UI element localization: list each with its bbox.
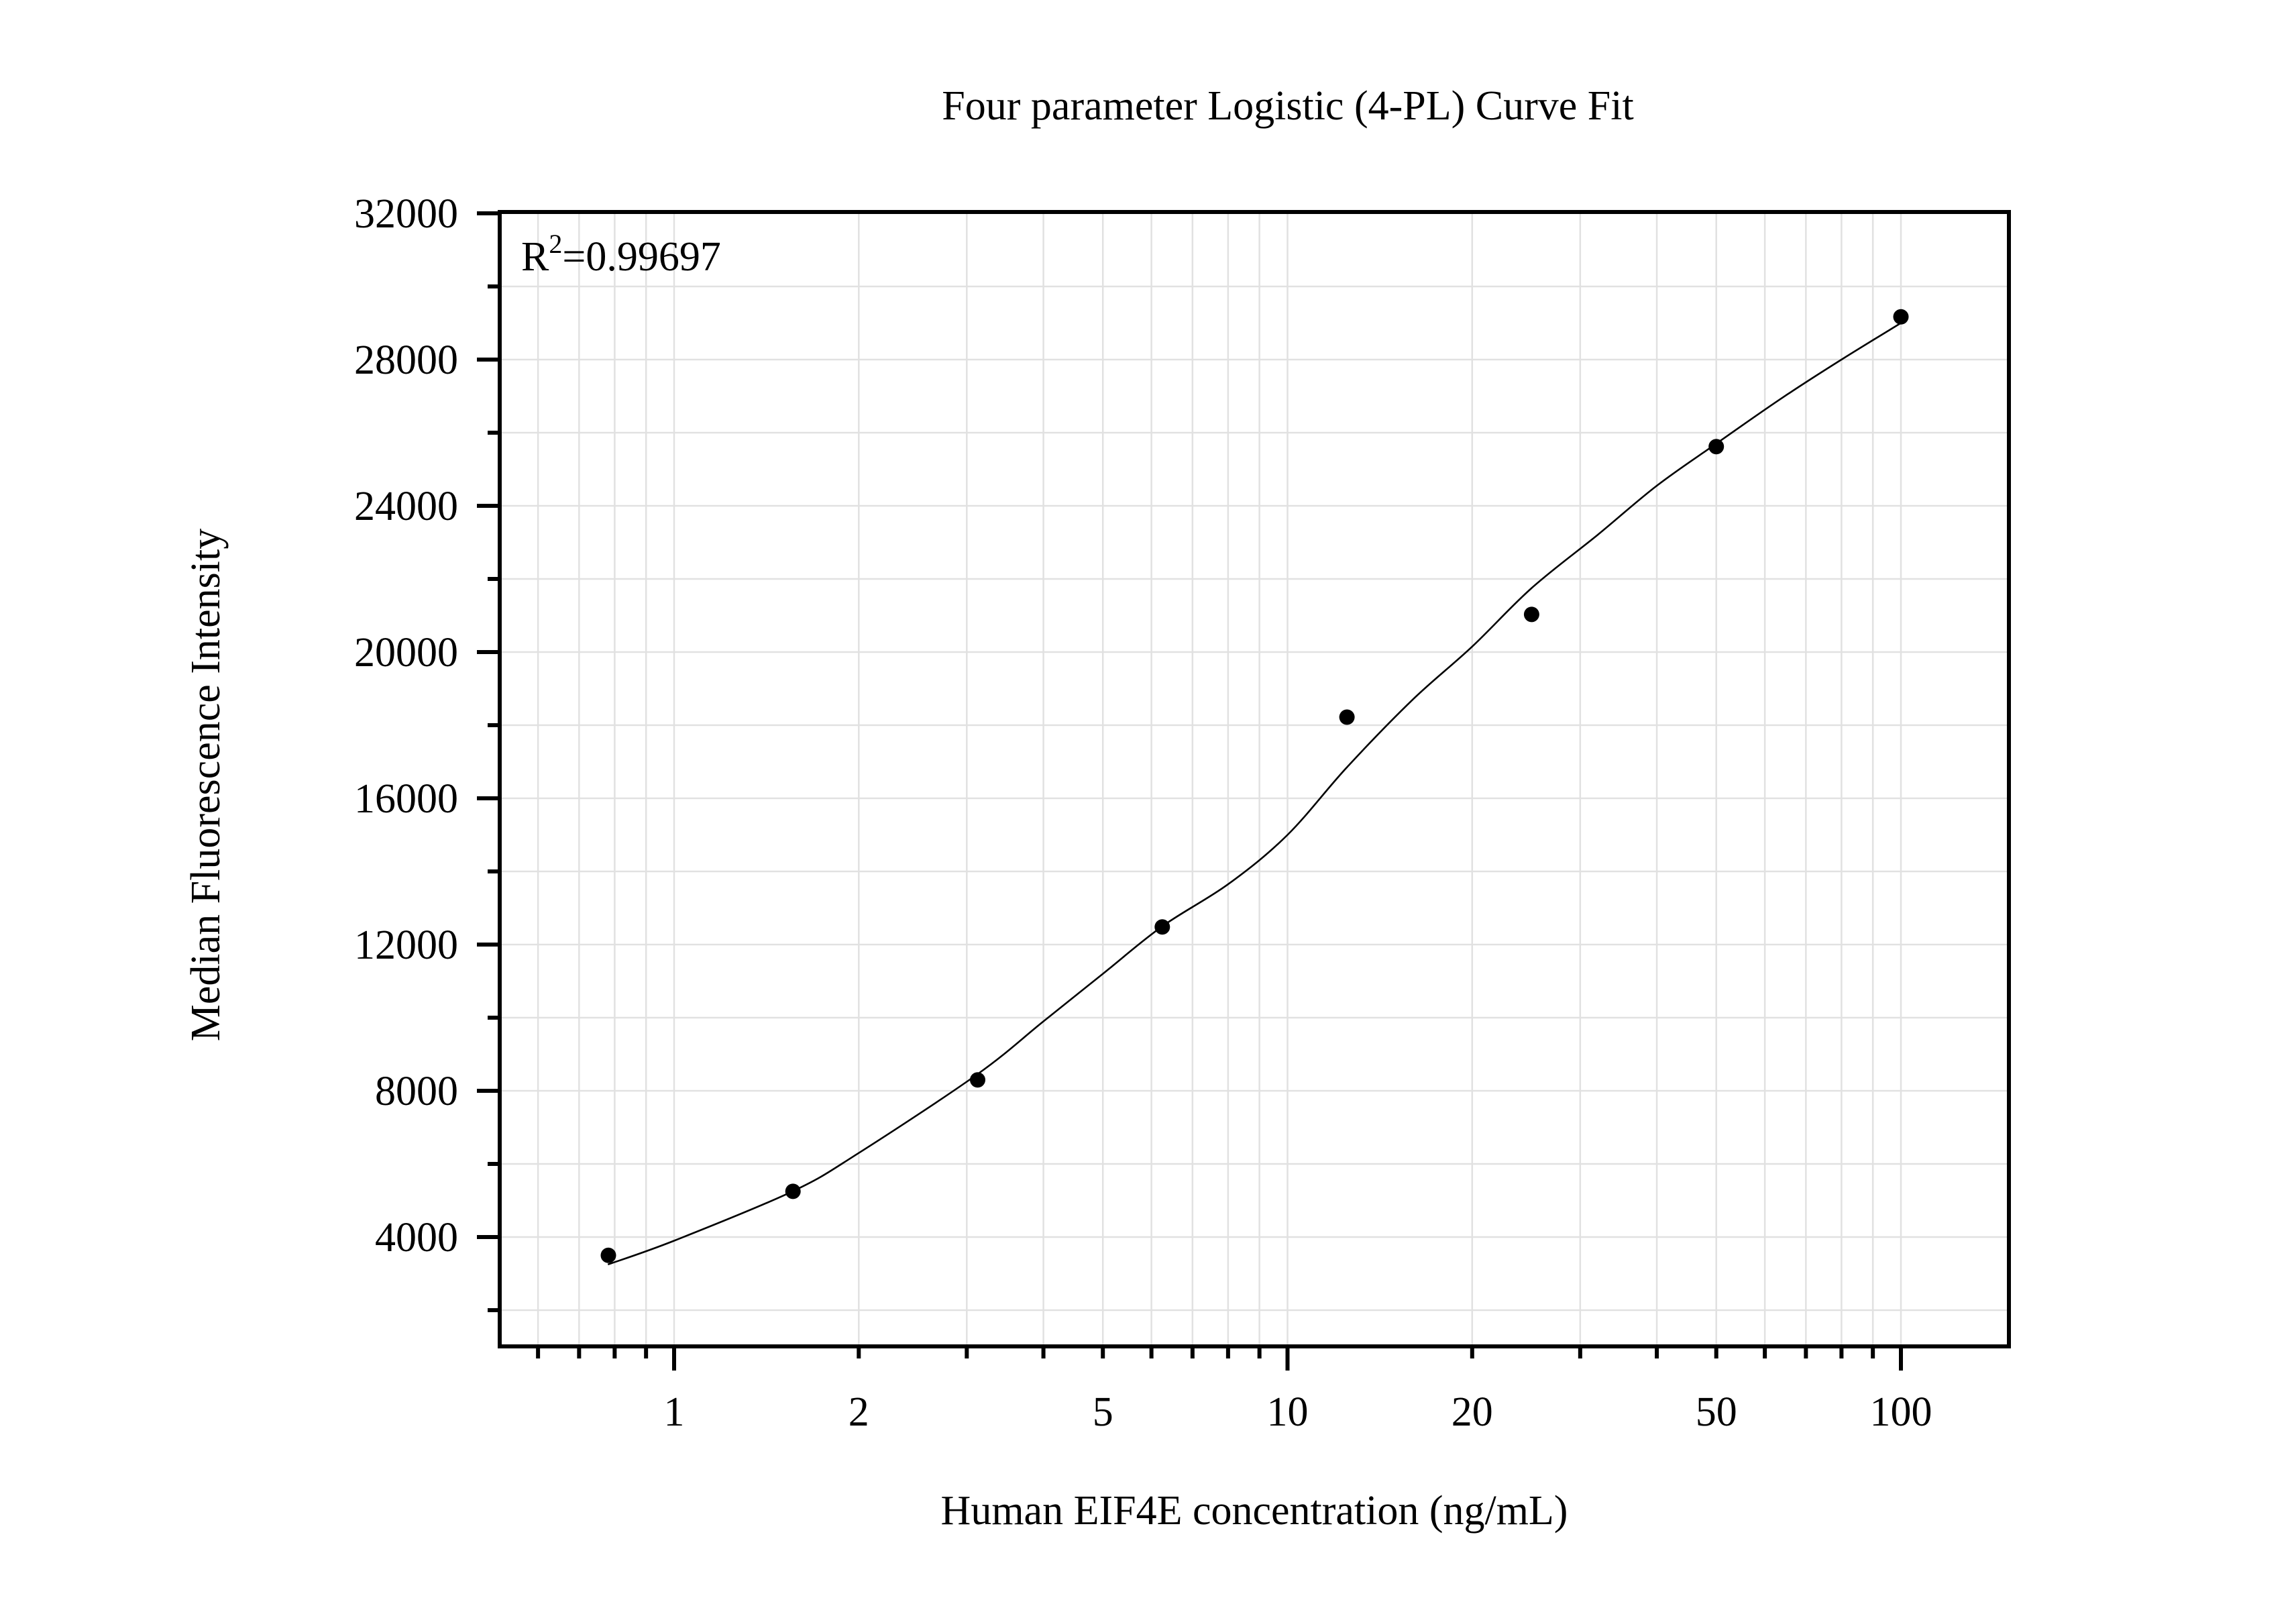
y-tick-label: 24000 bbox=[354, 484, 458, 529]
r-squared-annotation: R2=0.99697 bbox=[521, 229, 721, 280]
y-axis-ticks: 4000 8000 12000 16000 20000 24000 28000 32000 bbox=[354, 191, 500, 1312]
data-point bbox=[1893, 309, 1909, 325]
x-tick-label: 20 bbox=[1452, 1389, 1493, 1435]
r2-value: =0.99697 bbox=[562, 234, 720, 280]
plot-frame bbox=[498, 210, 2011, 1348]
y-tick-label: 8000 bbox=[375, 1069, 458, 1114]
y-axis-label: Median Fluorescence Intensity bbox=[183, 529, 229, 1041]
x-axis-label: Human EIF4E concentration (ng/mL) bbox=[941, 1488, 1568, 1534]
y-tick-label: 16000 bbox=[354, 776, 458, 822]
y-tick-label: 12000 bbox=[354, 922, 458, 968]
chart-title: Four parameter Logistic (4-PL) Curve Fit bbox=[942, 83, 1633, 129]
x-tick-label: 100 bbox=[1870, 1389, 1932, 1435]
y-tick-label: 32000 bbox=[354, 191, 458, 237]
data-point bbox=[1339, 709, 1355, 725]
x-tick-label: 5 bbox=[1093, 1389, 1113, 1435]
data-point bbox=[970, 1072, 985, 1088]
r2-superscript: 2 bbox=[549, 229, 562, 259]
data-point bbox=[1154, 919, 1170, 935]
r2-base: R bbox=[521, 234, 549, 280]
x-tick-label: 50 bbox=[1696, 1389, 1737, 1435]
data-point bbox=[1708, 439, 1725, 455]
fit-curve bbox=[607, 322, 1902, 1266]
data-points bbox=[600, 309, 1909, 1263]
x-tick-label: 10 bbox=[1267, 1389, 1309, 1435]
x-axis-ticks: 1 2 5 10 20 50 100 bbox=[536, 1346, 1932, 1435]
data-point bbox=[600, 1247, 616, 1263]
y-tick-label: 20000 bbox=[354, 630, 458, 676]
y-tick-label: 4000 bbox=[375, 1215, 458, 1261]
data-point bbox=[785, 1183, 801, 1199]
gridlines bbox=[500, 212, 2009, 1346]
y-tick-label: 28000 bbox=[354, 337, 458, 383]
data-point bbox=[1523, 606, 1539, 623]
x-tick-label: 2 bbox=[849, 1389, 869, 1435]
x-tick-label: 1 bbox=[664, 1389, 685, 1435]
